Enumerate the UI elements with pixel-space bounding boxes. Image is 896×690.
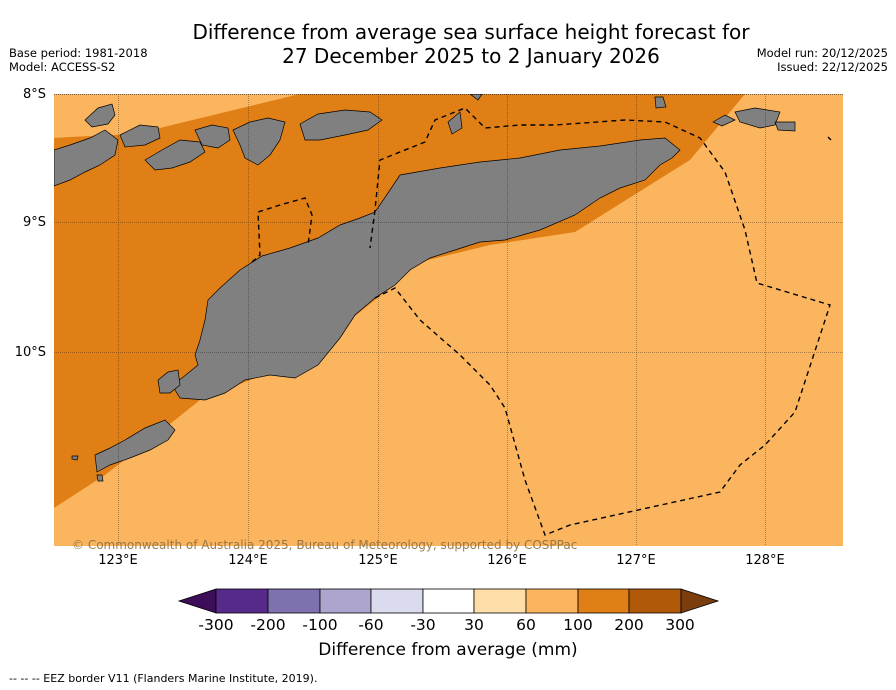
land-small-north xyxy=(469,94,483,101)
colorbar-tick: 100 xyxy=(563,616,593,634)
lon-label-126e: 126°E xyxy=(487,553,527,568)
copyright-notice: © Commonwealth of Australia 2025, Bureau… xyxy=(72,538,578,552)
land-semau xyxy=(157,369,181,394)
colorbar-tick: -30 xyxy=(410,616,436,634)
colorbar-tick: 30 xyxy=(464,616,484,634)
colorbar-title: Difference from average (mm) xyxy=(318,640,578,660)
model-run: Model run: 20/12/2025 xyxy=(756,46,888,60)
colorbar-seg-6 xyxy=(473,588,527,614)
colorbar-seg-1 xyxy=(215,588,269,614)
land-flores-north xyxy=(84,103,116,128)
map-title: Difference from average sea surface heig… xyxy=(0,20,896,68)
colorbar-tick: 200 xyxy=(614,616,644,634)
base-period: Base period: 1981-2018 xyxy=(9,46,148,60)
land-moa xyxy=(734,107,781,129)
colorbar-extend-high xyxy=(680,588,720,614)
eez-border-oecusse xyxy=(251,197,313,263)
land-wetar xyxy=(299,109,383,141)
eez-border-east-tip xyxy=(827,136,832,141)
colorbar-tick: 300 xyxy=(665,616,695,634)
colorbar-tick: -300 xyxy=(198,616,234,634)
issued-date: Issued: 22/12/2025 xyxy=(777,60,888,74)
land-solor xyxy=(119,124,161,148)
lon-label-123e: 123°E xyxy=(98,553,138,568)
colorbar-seg-2 xyxy=(267,588,321,614)
title-line-1: Difference from average sea surface heig… xyxy=(192,20,750,44)
colorbar-tick: 60 xyxy=(516,616,536,634)
meta-right: Model run: 20/12/2025 Issued: 22/12/2025 xyxy=(757,46,888,74)
lat-label-8s: 8°S xyxy=(22,87,46,102)
colorbar-extend-low xyxy=(177,588,217,614)
graticule xyxy=(54,94,843,546)
colorbar-seg-8 xyxy=(577,588,630,614)
land-timor xyxy=(171,137,681,401)
land-adonara xyxy=(144,139,206,171)
lon-label-127e: 127°E xyxy=(616,553,656,568)
land-atauro xyxy=(447,111,463,135)
land-rote xyxy=(94,419,176,473)
lon-label-125e: 125°E xyxy=(358,553,398,568)
meta-left: Base period: 1981-2018 Model: ACCESS-S2 xyxy=(9,46,148,74)
land-ndao xyxy=(71,455,79,461)
lon-label-128e: 128°E xyxy=(745,553,785,568)
colorbar-seg-7 xyxy=(525,588,579,614)
colorbar-seg-3 xyxy=(319,588,372,614)
colorbar-tick: -100 xyxy=(302,616,338,634)
land-leti xyxy=(712,114,736,127)
land-pantar xyxy=(194,124,231,149)
land-flores xyxy=(54,129,119,187)
lat-label-9s: 9°S xyxy=(22,215,46,230)
title-line-2: 27 December 2025 to 2 January 2026 xyxy=(282,44,660,68)
colorbar-seg-5 xyxy=(422,588,475,614)
land-alor xyxy=(232,117,286,166)
land-lakor xyxy=(774,121,796,132)
colorbar-seg-9 xyxy=(628,588,682,614)
colorbar xyxy=(177,588,720,614)
colorbar-tick: -60 xyxy=(358,616,384,634)
lon-label-124e: 124°E xyxy=(228,553,268,568)
land-rote-tip xyxy=(96,474,104,482)
colorbar-tick: -200 xyxy=(250,616,286,634)
lat-label-10s: 10°S xyxy=(14,345,46,360)
eez-footnote: -- -- -- EEZ border V11 (Flanders Marine… xyxy=(9,672,318,685)
colorbar-seg-4 xyxy=(370,588,424,614)
model-name: Model: ACCESS-S2 xyxy=(9,60,116,74)
land-kisar xyxy=(654,96,667,109)
